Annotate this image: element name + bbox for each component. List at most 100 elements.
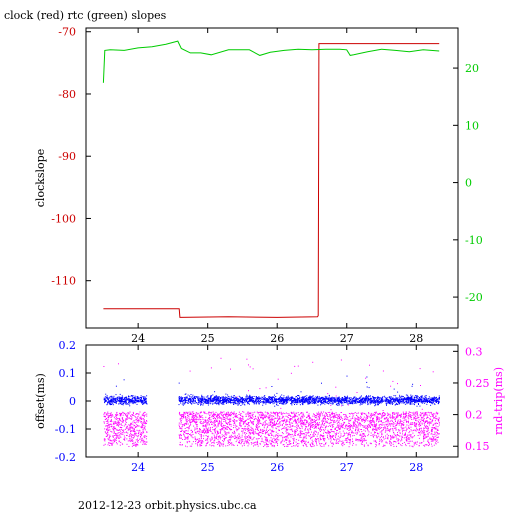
rnd-trip-point [254, 441, 256, 443]
offset-point [388, 397, 390, 399]
rnd-trip-point [295, 431, 296, 433]
rnd-trip-point [295, 415, 297, 417]
rnd-trip-point [352, 428, 354, 429]
rnd-trip-point [206, 443, 208, 444]
rnd-trip-point [392, 416, 394, 418]
rnd-trip-point [221, 425, 222, 427]
rnd-trip-point [142, 415, 144, 417]
rnd-trip-point [203, 428, 205, 430]
rnd-trip-point [273, 437, 275, 439]
rnd-trip-point [313, 433, 315, 435]
rnd-trip-point [139, 438, 141, 440]
rnd-trip-point [208, 418, 210, 420]
rnd-trip-point [136, 443, 138, 445]
rnd-trip-point [265, 417, 267, 419]
rnd-trip-point [377, 413, 378, 415]
rnd-trip-point [307, 420, 309, 422]
rnd-trip-point [402, 424, 404, 426]
rnd-trip-point [116, 442, 117, 444]
rnd-trip-point [324, 428, 326, 430]
rnd-trip-point [305, 437, 307, 439]
rnd-trip-point [431, 437, 433, 439]
rnd-trip-point [413, 444, 415, 446]
rnd-trip-point [179, 441, 181, 443]
rnd-trip-point [244, 421, 246, 423]
rnd-trip-point [194, 421, 196, 423]
rnd-trip-point [183, 413, 185, 415]
rnd-trip-point [360, 433, 362, 435]
rnd-trip-point [331, 411, 333, 413]
rnd-trip-point [363, 433, 365, 435]
rnd-trip-point [393, 432, 395, 434]
rnd-trip-point [204, 432, 205, 434]
rnd-trip-point [280, 412, 282, 414]
rnd-trip-point [248, 443, 250, 445]
rnd-trip-point [356, 418, 357, 420]
rnd-trip-point [406, 421, 407, 422]
rnd-trip-point [209, 438, 211, 440]
rnd-trip-point [335, 433, 337, 435]
rnd-trip-point [143, 428, 145, 430]
rnd-trip-point [223, 441, 225, 443]
offset-point [277, 401, 279, 403]
rnd-trip-point [260, 411, 262, 413]
rnd-trip-point [341, 418, 343, 420]
rnd-trip-point [323, 432, 324, 434]
rnd-trip-point [277, 419, 279, 421]
rnd-trip-point [178, 434, 180, 436]
rnd-trip-point [417, 415, 419, 417]
rnd-trip-point [429, 418, 431, 420]
rnd-trip-point [323, 444, 325, 446]
rnd-trip-point [409, 416, 411, 418]
rnd-trip-point [296, 420, 298, 422]
rnd-trip-point [239, 422, 241, 424]
rnd-trip-point [227, 414, 229, 416]
offset-point [235, 403, 237, 404]
rnd-trip-point [198, 415, 200, 417]
rnd-trip-point [205, 432, 207, 434]
rnd-trip-point [263, 413, 264, 415]
rnd-trip-point [422, 412, 424, 414]
rnd-trip-point [317, 425, 319, 427]
rnd-trip-point [413, 423, 415, 425]
rnd-trip-point [127, 440, 129, 442]
rnd-trip-point [358, 431, 360, 433]
rnd-trip-point [421, 408, 423, 410]
rnd-trip-point [285, 427, 287, 428]
rnd-trip-point [325, 414, 327, 416]
rnd-trip-point [333, 413, 335, 414]
rnd-trip-point [262, 422, 264, 424]
rnd-trip-point [288, 415, 290, 416]
rnd-trip-point [253, 419, 255, 420]
rnd-trip-point [287, 416, 288, 418]
rnd-trip-point [245, 423, 247, 425]
rnd-trip-point [272, 419, 274, 421]
rnd-trip-point [187, 414, 188, 416]
rnd-trip-point [325, 425, 327, 427]
rnd-trip-point [316, 424, 318, 426]
rnd-trip-point [109, 434, 111, 436]
rnd-trip-point [221, 412, 223, 414]
rnd-trip-point [371, 416, 372, 418]
rnd-trip-point [212, 421, 214, 423]
rnd-trip-point [294, 418, 296, 420]
rnd-trip-point [261, 432, 263, 434]
rnd-trip-point [241, 419, 242, 421]
offset-point [218, 401, 220, 403]
rnd-trip-point [193, 417, 194, 419]
rnd-trip-point [122, 414, 124, 416]
rnd-trip-point [347, 404, 349, 406]
offset-point [117, 399, 119, 401]
rnd-trip-point [216, 435, 218, 437]
rnd-trip-point [250, 426, 252, 428]
rnd-trip-point [120, 427, 122, 428]
rnd-trip-point [354, 420, 356, 422]
rnd-trip-point [369, 423, 371, 425]
rnd-trip-point [264, 433, 266, 435]
rnd-trip-point [129, 425, 131, 427]
rnd-trip-point [423, 420, 425, 422]
rnd-trip-point [403, 414, 404, 416]
rnd-trip-point [238, 438, 240, 439]
rnd-trip-point [313, 421, 315, 423]
rnd-trip-point [108, 424, 110, 426]
